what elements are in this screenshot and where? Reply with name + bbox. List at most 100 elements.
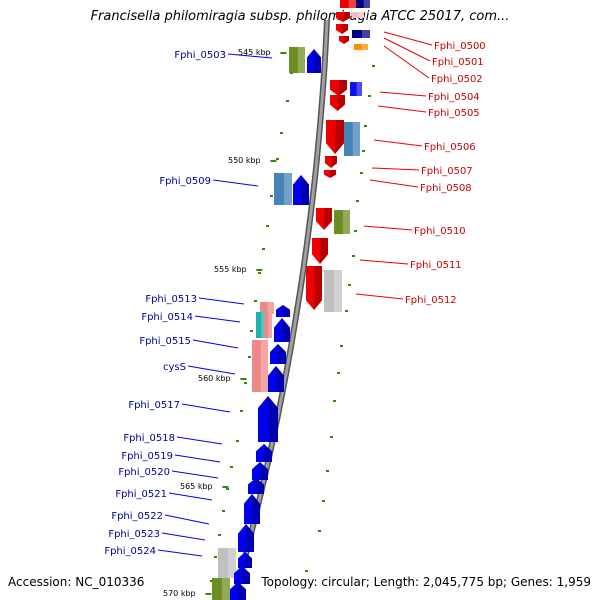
gene-arrow-0508-shade xyxy=(330,170,336,178)
gene-label-right: Fphi_0501 xyxy=(432,57,484,68)
gene-arrow-0511 xyxy=(312,238,328,264)
tick-right xyxy=(352,255,355,257)
gene-arrow-0521-shade xyxy=(252,494,260,524)
gene-block-navy-highlight xyxy=(361,30,370,38)
leader-line-left xyxy=(168,492,213,501)
gene-label-left: Fphi_0503 xyxy=(174,50,226,61)
gene-block-0500 xyxy=(340,0,356,8)
tick-right xyxy=(356,200,359,202)
tick-left xyxy=(226,488,229,490)
gene-arrow-0505 xyxy=(330,95,345,111)
tick-left xyxy=(244,382,247,384)
tick-right xyxy=(368,95,371,97)
tick-left xyxy=(250,330,253,332)
tick-left xyxy=(248,356,251,358)
leader-line-right xyxy=(363,225,413,231)
gene-block-0506-highlight xyxy=(352,122,360,156)
genome-summary: Topology: circular; Length: 2,045,775 bp… xyxy=(261,575,591,589)
gene-arrow-0519 xyxy=(252,462,268,480)
gene-arrow-0506 xyxy=(326,120,344,154)
gene-label-right: Fphi_0504 xyxy=(428,92,480,103)
gene-block-0514b xyxy=(264,314,272,338)
tick-left xyxy=(230,466,233,468)
leader-line-left xyxy=(212,179,259,187)
gene-block-navy xyxy=(352,30,370,38)
gene-block-0503-highlight xyxy=(297,47,305,73)
gene-block-0500b-highlight xyxy=(363,0,370,8)
gene-arrow-0510 xyxy=(316,208,332,230)
gene-arrow-0508 xyxy=(324,170,336,178)
gene-arrow-0515 xyxy=(270,344,286,364)
gene-arrow-0503 xyxy=(307,49,321,73)
gene-arrow-cysS xyxy=(268,366,284,392)
gene-label-left: Fphi_0514 xyxy=(141,312,193,323)
gene-arrow-0501 xyxy=(336,12,350,22)
gene-block-0525 xyxy=(212,578,230,600)
tick-right xyxy=(330,436,333,438)
gene-block-0513-highlight xyxy=(267,302,274,314)
gene-label-right: Fphi_0502 xyxy=(431,74,483,85)
tick-left xyxy=(276,158,279,160)
map-title: Francisella philomiragia subsp. philomir… xyxy=(90,9,510,24)
gene-arrow-0502b xyxy=(339,36,349,44)
gene-block-0525-highlight xyxy=(221,578,230,600)
accession-label: Accession: NC_010336 xyxy=(8,575,145,589)
gene-arrow-0501-shade xyxy=(343,12,350,22)
leader-line-left xyxy=(174,454,221,463)
gene-block-0510 xyxy=(334,210,350,234)
gene-block-0509-highlight xyxy=(283,173,292,205)
gene-label-left: Fphi_0513 xyxy=(145,294,197,305)
gene-block-0524 xyxy=(218,548,236,578)
gene-block-0500b xyxy=(356,0,370,8)
tick-right xyxy=(372,65,375,67)
tick-left xyxy=(210,580,213,582)
gene-arrow-0520-shade xyxy=(256,478,264,494)
leader-line-left xyxy=(157,549,203,557)
tick-left xyxy=(214,556,217,558)
gene-arrow-0517 xyxy=(258,396,278,442)
leader-line-right xyxy=(379,91,427,97)
tick-right xyxy=(360,172,363,174)
tick-left xyxy=(258,272,261,274)
gene-label-left: Fphi_0521 xyxy=(115,489,167,500)
gene-arrow-0511-shade xyxy=(320,238,328,264)
gene-label-left: Fphi_0519 xyxy=(121,451,173,462)
scale-tick xyxy=(222,486,229,488)
gene-label-left: Fphi_0517 xyxy=(128,400,180,411)
gene-arrow-0509 xyxy=(293,175,309,205)
tick-left xyxy=(254,300,257,302)
gene-arrow-0513 xyxy=(276,305,290,317)
gene-arrow-0523-shade xyxy=(245,552,252,568)
gene-arrow-0522 xyxy=(238,524,254,552)
tick-left xyxy=(286,100,289,102)
leader-line-left xyxy=(181,403,231,413)
gene-label-right: Fphi_0510 xyxy=(414,226,466,237)
tick-left xyxy=(222,510,225,512)
tick-right xyxy=(340,345,343,347)
gene-arrow-cysS-shade xyxy=(276,366,284,392)
gene-arrow-0504-shade xyxy=(338,80,347,96)
gene-arrow-0512-shade xyxy=(314,266,322,310)
leader-line-right xyxy=(355,293,404,300)
gene-block-cysS-highlight xyxy=(260,340,268,392)
gene-block-0513 xyxy=(260,302,274,314)
leader-line-right xyxy=(383,37,431,62)
leader-line-left xyxy=(194,315,241,323)
leader-line-left xyxy=(176,436,223,445)
tick-right xyxy=(326,470,329,472)
tick-left xyxy=(218,534,221,536)
leader-line-left xyxy=(161,532,206,541)
gene-block-0512 xyxy=(324,270,342,312)
gene-label-left: Fphi_0520 xyxy=(118,467,170,478)
gene-arrow-0502-shade xyxy=(342,24,348,34)
gene-arrow-0510-shade xyxy=(324,208,332,230)
leader-line-right xyxy=(373,139,423,147)
leader-line-right xyxy=(383,45,430,79)
scale-label: 560 kbp xyxy=(198,374,231,383)
gene-block-orange-highlight xyxy=(361,44,368,50)
tick-right xyxy=(337,372,340,374)
tick-right xyxy=(362,150,365,152)
leader-line-left xyxy=(192,339,239,349)
leader-line-left xyxy=(198,297,245,305)
